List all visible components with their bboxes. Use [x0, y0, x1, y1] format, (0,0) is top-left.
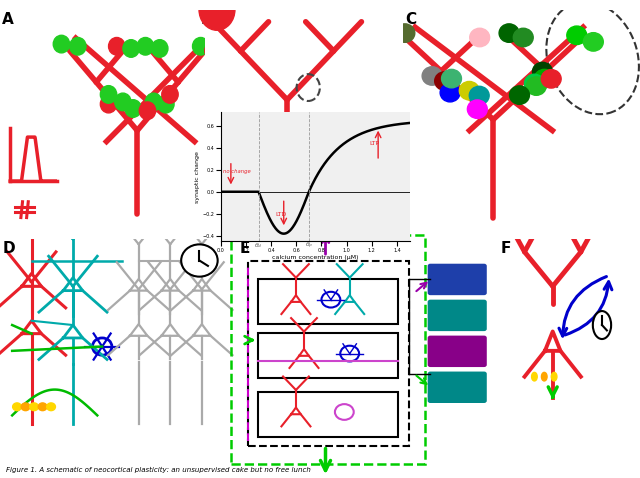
- Text: Figure 1. A schematic of neocortical plasticity: an unsupervised cake but no fre: Figure 1. A schematic of neocortical pla…: [6, 467, 311, 473]
- Circle shape: [29, 403, 38, 411]
- Y-axis label: synaptic change: synaptic change: [195, 151, 200, 203]
- Circle shape: [199, 0, 235, 30]
- Text: $\theta_d$: $\theta_d$: [254, 241, 263, 250]
- Text: D: D: [3, 241, 15, 256]
- Text: E: E: [239, 241, 250, 256]
- Circle shape: [100, 86, 116, 103]
- Circle shape: [193, 37, 209, 55]
- Circle shape: [460, 81, 479, 100]
- Circle shape: [335, 404, 354, 420]
- Circle shape: [435, 72, 454, 90]
- Circle shape: [440, 84, 460, 102]
- Circle shape: [109, 37, 125, 55]
- Circle shape: [593, 311, 611, 339]
- Circle shape: [523, 215, 532, 228]
- Circle shape: [47, 403, 56, 411]
- Circle shape: [534, 215, 543, 228]
- X-axis label: calcium concentration (μM): calcium concentration (μM): [272, 255, 358, 261]
- Circle shape: [551, 372, 557, 381]
- Circle shape: [467, 100, 487, 119]
- Circle shape: [532, 372, 537, 381]
- Circle shape: [181, 244, 218, 277]
- Circle shape: [137, 37, 154, 55]
- Circle shape: [321, 292, 340, 307]
- Circle shape: [577, 215, 585, 228]
- Circle shape: [526, 77, 546, 95]
- Bar: [259, 333, 398, 378]
- Circle shape: [470, 28, 490, 47]
- FancyBboxPatch shape: [428, 300, 487, 331]
- Circle shape: [509, 86, 529, 104]
- Circle shape: [563, 215, 571, 228]
- Circle shape: [534, 69, 554, 88]
- Circle shape: [145, 93, 162, 111]
- Circle shape: [100, 95, 116, 113]
- Text: B: B: [200, 12, 212, 27]
- Circle shape: [216, 16, 227, 28]
- FancyBboxPatch shape: [428, 264, 487, 295]
- Text: no change: no change: [223, 169, 251, 174]
- Circle shape: [140, 102, 156, 120]
- Circle shape: [125, 100, 141, 117]
- Circle shape: [513, 28, 533, 47]
- Circle shape: [567, 26, 587, 44]
- FancyBboxPatch shape: [428, 336, 487, 367]
- FancyBboxPatch shape: [428, 371, 487, 403]
- Circle shape: [524, 74, 545, 93]
- Text: C: C: [406, 12, 417, 27]
- Circle shape: [205, 42, 221, 59]
- Circle shape: [541, 70, 561, 88]
- Text: LTD: LTD: [275, 212, 286, 217]
- Circle shape: [115, 93, 131, 111]
- Circle shape: [123, 40, 140, 57]
- Circle shape: [584, 33, 604, 51]
- Circle shape: [532, 62, 552, 81]
- Circle shape: [21, 403, 30, 411]
- Bar: [259, 392, 398, 437]
- Circle shape: [508, 215, 516, 228]
- Circle shape: [340, 346, 359, 361]
- Circle shape: [541, 372, 547, 381]
- Circle shape: [157, 95, 174, 113]
- Text: $\theta_p$: $\theta_p$: [305, 240, 313, 251]
- Bar: [232, 235, 425, 464]
- Circle shape: [13, 403, 21, 411]
- Circle shape: [38, 403, 47, 411]
- Text: F: F: [500, 241, 511, 256]
- Circle shape: [395, 24, 415, 43]
- Circle shape: [152, 40, 168, 57]
- Circle shape: [469, 87, 489, 105]
- Circle shape: [162, 86, 178, 103]
- Circle shape: [422, 67, 442, 85]
- Bar: [259, 280, 398, 325]
- Circle shape: [499, 24, 519, 43]
- Circle shape: [53, 35, 70, 53]
- Circle shape: [92, 338, 112, 355]
- Circle shape: [70, 37, 86, 55]
- Bar: [248, 261, 409, 445]
- Circle shape: [442, 69, 461, 88]
- Text: A: A: [2, 12, 14, 27]
- Text: LTP: LTP: [369, 141, 380, 146]
